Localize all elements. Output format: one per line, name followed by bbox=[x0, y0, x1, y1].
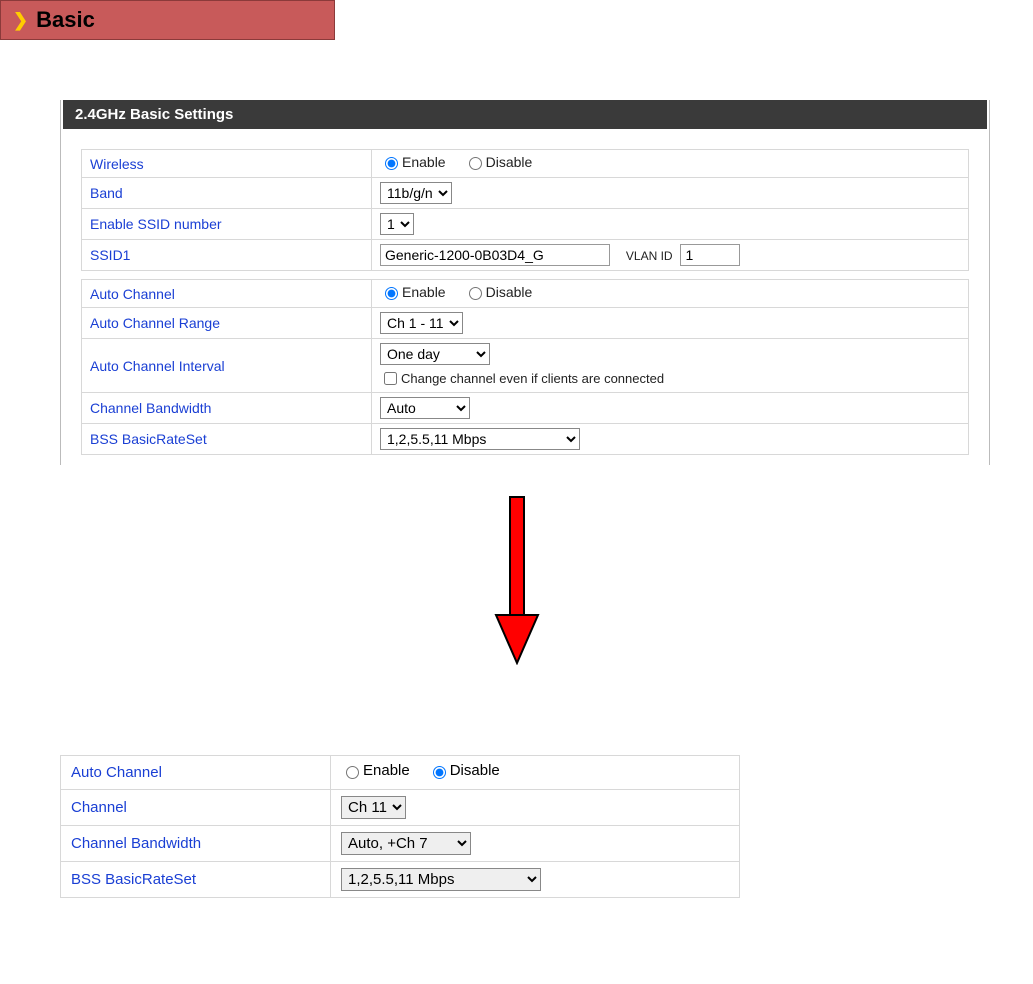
wireless-radio-group: Enable Disable bbox=[380, 154, 550, 170]
row-channel: Channel Ch 11 bbox=[61, 789, 740, 825]
label-channel-bandwidth-2: Channel Bandwidth bbox=[61, 825, 331, 861]
row-ssid-num: Enable SSID number 1 bbox=[82, 209, 969, 240]
banner-title: Basic bbox=[36, 7, 95, 33]
row-channel-bandwidth: Channel Bandwidth Auto bbox=[82, 393, 969, 424]
auto-channel-disable-radio[interactable] bbox=[469, 287, 482, 300]
label-ssid-num: Enable SSID number bbox=[82, 209, 372, 240]
arrow-container bbox=[0, 495, 1033, 665]
row-band: Band 11b/g/n bbox=[82, 178, 969, 209]
enable-text3: Enable bbox=[363, 762, 410, 779]
auto-channel-disable-radio-2[interactable] bbox=[433, 766, 446, 779]
label-channel-bandwidth: Channel Bandwidth bbox=[82, 393, 372, 424]
band-select[interactable]: 11b/g/n bbox=[380, 182, 452, 204]
section-header: 2.4GHz Basic Settings bbox=[63, 100, 987, 129]
channel-bandwidth-select[interactable]: Auto bbox=[380, 397, 470, 419]
wireless-disable-radio[interactable] bbox=[469, 157, 482, 170]
auto-channel-range-select[interactable]: Ch 1 - 11 bbox=[380, 312, 463, 334]
auto-channel-radio-group-2: Enable Disable bbox=[341, 762, 518, 779]
down-arrow-icon bbox=[492, 495, 542, 665]
auto-channel-enable-option-2[interactable]: Enable bbox=[341, 762, 410, 779]
settings-table-3: Auto Channel Enable Disable Channel bbox=[60, 755, 740, 898]
row-auto-channel-range: Auto Channel Range Ch 1 - 11 bbox=[82, 308, 969, 339]
label-auto-channel-2: Auto Channel bbox=[61, 756, 331, 790]
disable-text2: Disable bbox=[486, 284, 533, 300]
auto-channel-enable-option[interactable]: Enable bbox=[380, 284, 446, 300]
row-auto-channel-2: Auto Channel Enable Disable bbox=[61, 756, 740, 790]
auto-channel-enable-radio-2[interactable] bbox=[346, 766, 359, 779]
row-wireless: Wireless Enable Disable bbox=[82, 150, 969, 178]
row-channel-bandwidth-2: Channel Bandwidth Auto, +Ch 7 bbox=[61, 825, 740, 861]
wireless-disable-option[interactable]: Disable bbox=[464, 154, 533, 170]
bss-rateset-select-2[interactable]: 1,2,5.5,11 Mbps bbox=[341, 868, 541, 891]
label-channel: Channel bbox=[61, 789, 331, 825]
bss-rateset-select[interactable]: 1,2,5.5,11 Mbps bbox=[380, 428, 580, 450]
row-auto-channel: Auto Channel Enable Disable bbox=[82, 280, 969, 308]
auto-channel-disable-option-2[interactable]: Disable bbox=[428, 762, 500, 779]
vlan-id-input[interactable] bbox=[680, 244, 740, 266]
row-auto-channel-interval: Auto Channel Interval One day Change cha… bbox=[82, 339, 969, 393]
vlan-id-label: VLAN ID bbox=[626, 249, 673, 263]
channel-bandwidth-select-2[interactable]: Auto, +Ch 7 bbox=[341, 832, 471, 855]
basic-banner: ❯ Basic bbox=[0, 0, 335, 40]
enable-text: Enable bbox=[402, 154, 446, 170]
settings-panel-bottom: Auto Channel Enable Disable Channel bbox=[60, 755, 740, 898]
auto-channel-enable-radio[interactable] bbox=[385, 287, 398, 300]
label-auto-channel: Auto Channel bbox=[82, 280, 372, 308]
wireless-enable-option[interactable]: Enable bbox=[380, 154, 446, 170]
label-wireless: Wireless bbox=[82, 150, 372, 178]
disable-text: Disable bbox=[486, 154, 533, 170]
label-ssid1: SSID1 bbox=[82, 240, 372, 271]
chevron-right-icon: ❯ bbox=[13, 10, 28, 31]
change-channel-checkbox[interactable] bbox=[384, 372, 397, 385]
row-ssid1: SSID1 VLAN ID bbox=[82, 240, 969, 271]
ssid1-input[interactable] bbox=[380, 244, 610, 266]
label-band: Band bbox=[82, 178, 372, 209]
ssid-num-select[interactable]: 1 bbox=[380, 213, 414, 235]
wireless-enable-radio[interactable] bbox=[385, 157, 398, 170]
settings-panel-top: 2.4GHz Basic Settings Wireless Enable Di… bbox=[60, 100, 990, 465]
auto-channel-disable-option[interactable]: Disable bbox=[464, 284, 533, 300]
auto-channel-interval-select[interactable]: One day bbox=[380, 343, 490, 365]
enable-text2: Enable bbox=[402, 284, 446, 300]
label-auto-channel-interval: Auto Channel Interval bbox=[82, 339, 372, 393]
change-channel-label: Change channel even if clients are conne… bbox=[401, 371, 664, 386]
row-bss-rateset: BSS BasicRateSet 1,2,5.5,11 Mbps bbox=[82, 424, 969, 455]
settings-table-2: Auto Channel Enable Disable Auto Channel… bbox=[81, 279, 969, 455]
settings-table-1: Wireless Enable Disable Band 11b bbox=[81, 149, 969, 271]
label-bss-rateset: BSS BasicRateSet bbox=[82, 424, 372, 455]
label-auto-channel-range: Auto Channel Range bbox=[82, 308, 372, 339]
auto-channel-radio-group: Enable Disable bbox=[380, 284, 550, 300]
disable-text3: Disable bbox=[450, 762, 500, 779]
channel-select[interactable]: Ch 11 bbox=[341, 796, 406, 819]
label-bss-rateset-2: BSS BasicRateSet bbox=[61, 861, 331, 897]
change-channel-row: Change channel even if clients are conne… bbox=[380, 369, 960, 388]
row-bss-rateset-2: BSS BasicRateSet 1,2,5.5,11 Mbps bbox=[61, 861, 740, 897]
